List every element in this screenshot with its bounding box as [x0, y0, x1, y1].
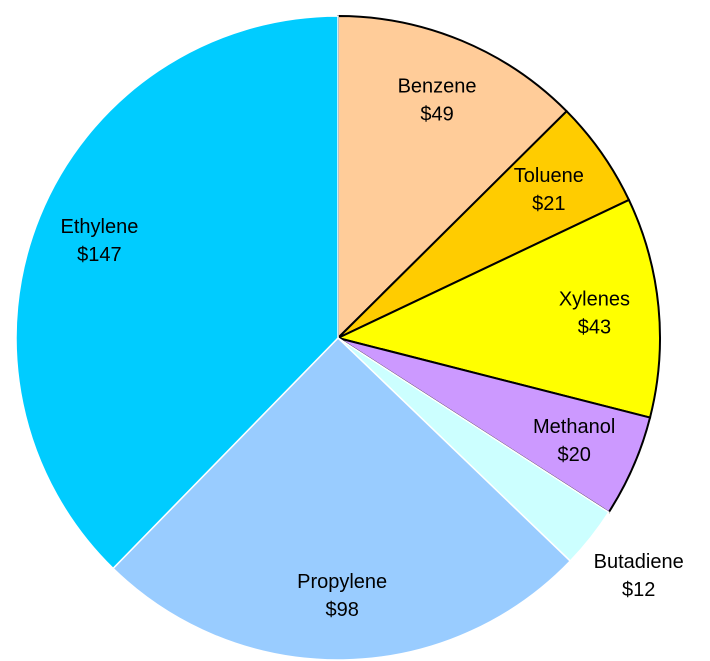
- slice-value-label: $12: [622, 579, 655, 601]
- slice-value-label: $98: [325, 599, 358, 621]
- slice-value-label: $49: [420, 103, 453, 125]
- slice-label: Benzene: [398, 75, 477, 97]
- slice-label: Methanol: [533, 416, 615, 438]
- slice-value-label: $43: [578, 316, 611, 338]
- slice-value-label: $20: [557, 444, 590, 466]
- slice-value-label: $147: [77, 244, 122, 266]
- pie-slice: [335, 198, 661, 419]
- slice-label: Xylenes: [559, 288, 630, 310]
- slice-value-label: $21: [532, 193, 565, 215]
- slice-label: Toluene: [514, 165, 584, 187]
- slice-label: Butadiene: [594, 551, 684, 573]
- slice-label: Propylene: [297, 571, 387, 593]
- slice-label: Ethylene: [60, 216, 138, 238]
- pie-slice: [15, 15, 339, 570]
- pie-slice: [337, 14, 569, 341]
- pie-slice: [112, 336, 572, 661]
